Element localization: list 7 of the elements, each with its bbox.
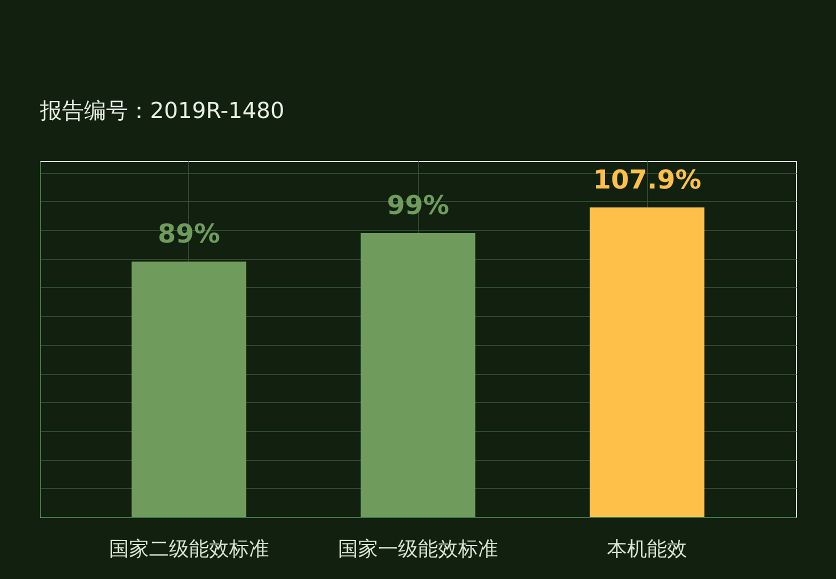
data-label: 107.9% bbox=[592, 165, 702, 196]
x-tick-label: 国家二级能效标准 bbox=[108, 536, 269, 560]
text: 报告编号：2019R-1480 bbox=[39, 99, 284, 124]
data-label: 99% bbox=[386, 190, 450, 221]
x-tick-label: 本机能效 bbox=[607, 536, 688, 560]
data-label: 89% bbox=[158, 220, 220, 250]
x-tick-label: 国家一级能效标准 bbox=[338, 536, 498, 560]
